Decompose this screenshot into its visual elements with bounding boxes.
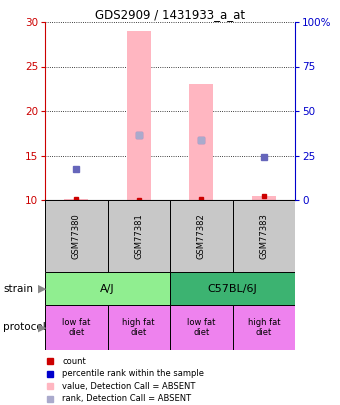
- Bar: [107, 200, 170, 272]
- Bar: [45, 272, 170, 305]
- Bar: [170, 272, 295, 305]
- Bar: [170, 305, 233, 350]
- Text: ▶: ▶: [38, 284, 47, 294]
- Bar: [233, 305, 295, 350]
- Text: rank, Detection Call = ABSENT: rank, Detection Call = ABSENT: [63, 394, 192, 403]
- Text: low fat
diet: low fat diet: [62, 318, 90, 337]
- Text: count: count: [63, 357, 86, 366]
- Text: GSM77381: GSM77381: [134, 213, 143, 259]
- Bar: [189, 84, 213, 200]
- Text: GSM77380: GSM77380: [72, 213, 81, 259]
- Bar: [45, 200, 107, 272]
- Text: ▶: ▶: [38, 322, 47, 333]
- Text: percentile rank within the sample: percentile rank within the sample: [63, 369, 204, 378]
- Bar: [170, 200, 233, 272]
- Title: GDS2909 / 1431933_a_at: GDS2909 / 1431933_a_at: [95, 8, 245, 21]
- Bar: [45, 305, 107, 350]
- Text: C57BL/6J: C57BL/6J: [208, 284, 257, 294]
- Text: strain: strain: [3, 284, 33, 294]
- Bar: [64, 199, 88, 200]
- Bar: [127, 31, 151, 200]
- Text: protocol: protocol: [3, 322, 46, 333]
- Text: value, Detection Call = ABSENT: value, Detection Call = ABSENT: [63, 382, 196, 391]
- Text: low fat
diet: low fat diet: [187, 318, 216, 337]
- Text: A/J: A/J: [100, 284, 115, 294]
- Bar: [252, 196, 276, 200]
- Bar: [233, 200, 295, 272]
- Text: GSM77383: GSM77383: [259, 213, 268, 259]
- Text: high fat
diet: high fat diet: [122, 318, 155, 337]
- Bar: [107, 305, 170, 350]
- Text: GSM77382: GSM77382: [197, 213, 206, 259]
- Text: high fat
diet: high fat diet: [248, 318, 280, 337]
